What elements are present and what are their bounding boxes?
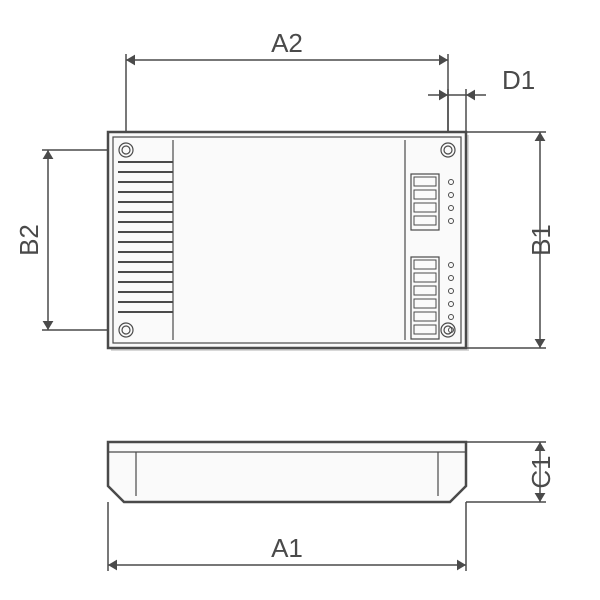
top-view — [108, 132, 469, 351]
dim-label: B2 — [14, 224, 44, 256]
dim-label: C1 — [526, 455, 556, 488]
dim-label: B1 — [526, 224, 556, 256]
side-view — [108, 442, 466, 502]
dim-label: A2 — [271, 28, 303, 58]
dim-label: A1 — [271, 533, 303, 563]
dim-label: D1 — [502, 65, 535, 95]
